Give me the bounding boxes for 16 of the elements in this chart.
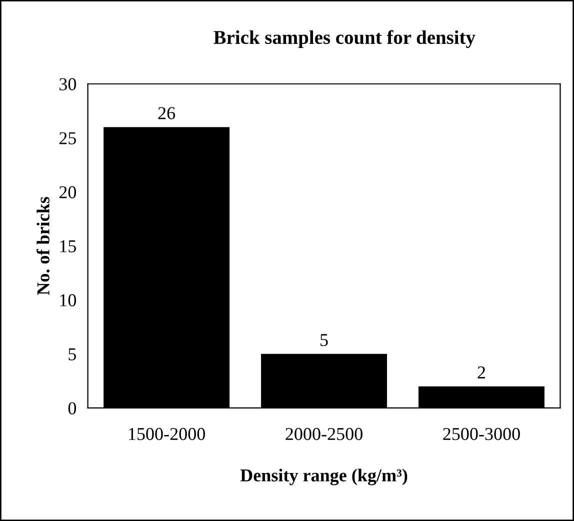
data-label: 2 [478, 366, 486, 378]
y-tick-label: 30 [60, 78, 76, 90]
y-tick-label: 20 [59, 186, 76, 198]
x-tick-label: 1500-2000 [129, 428, 205, 440]
x-tick-label: 2500-3000 [443, 428, 520, 440]
y-tick-label: 5 [68, 348, 76, 360]
data-label: 5 [320, 334, 328, 346]
data-label: 26 [158, 107, 176, 120]
y-tick-label: 0 [68, 402, 76, 414]
y-tick-label: 10 [60, 294, 76, 306]
y-tick-label: 25 [59, 132, 76, 144]
y-axis-title: No. of bricks [36, 196, 50, 295]
chart-title: Brick samples count for density [214, 30, 476, 48]
y-tick-label: 15 [60, 240, 76, 252]
x-axis-title: Density range (kg/m³) [240, 468, 408, 486]
x-tick-label: 2000-2500 [286, 428, 362, 440]
